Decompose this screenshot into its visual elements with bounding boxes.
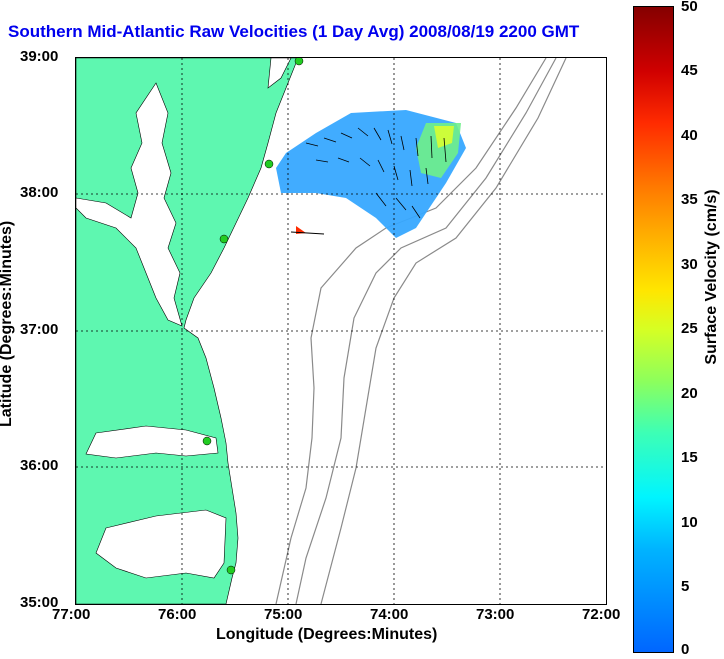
bathymetry-contour: [275, 58, 547, 604]
colorbar-tick: 35: [681, 191, 698, 208]
hf-radar-station: [202, 436, 212, 446]
x-tick: 77:00: [52, 606, 91, 623]
hf-radar-station: [264, 159, 274, 169]
ship-marker-arrow: [290, 231, 325, 235]
colorbar: [633, 6, 674, 653]
x-tick: 73:00: [476, 606, 515, 623]
colorbar-tick: 20: [681, 385, 698, 402]
colorbar-tick: 50: [681, 0, 698, 15]
colorbar-tick: 15: [681, 449, 698, 466]
colorbar-tick: 5: [681, 578, 690, 595]
albemarle-sound: [95, 509, 227, 579]
map-plot-area: [75, 57, 607, 605]
x-axis-label: Longitude (Degrees:Minutes): [216, 626, 438, 643]
colorbar-label: Surface Velocity (cm/s): [703, 189, 720, 365]
gridlines: [76, 58, 606, 604]
y-tick: 37:00: [20, 321, 59, 338]
map-title: Southern Mid-Atlantic Raw Velocities (1 …: [8, 22, 580, 41]
x-tick: 72:00: [582, 606, 621, 623]
chesapeake-bay: [76, 82, 183, 327]
velocity-vectors: [305, 127, 447, 219]
colorbar-tick: 45: [681, 62, 698, 79]
colorbar-tick: 25: [681, 320, 698, 337]
hf-radar-station: [219, 234, 229, 244]
colorbar-tick: 0: [681, 641, 690, 658]
y-tick: 39:00: [20, 48, 59, 65]
x-tick: 76:00: [158, 606, 197, 623]
bathymetry-contour: [295, 58, 557, 604]
hf-radar-station: [226, 565, 236, 575]
pamlico-sound: [85, 425, 219, 459]
y-tick: 38:00: [20, 184, 59, 201]
x-tick: 74:00: [370, 606, 409, 623]
y-tick: 36:00: [20, 457, 59, 474]
delaware-bay: [267, 58, 292, 89]
colorbar-tick: 40: [681, 127, 698, 144]
map-svg: [76, 58, 606, 604]
colorbar-tick: 30: [681, 256, 698, 273]
y-tick: 35:00: [20, 594, 59, 611]
y-axis-label: Latitude (Degrees:Minutes): [0, 220, 15, 427]
x-tick: 75:00: [264, 606, 303, 623]
velocity-field-strong: [434, 126, 454, 148]
colorbar-tick: 10: [681, 514, 698, 531]
hf-radar-station: [294, 58, 304, 66]
